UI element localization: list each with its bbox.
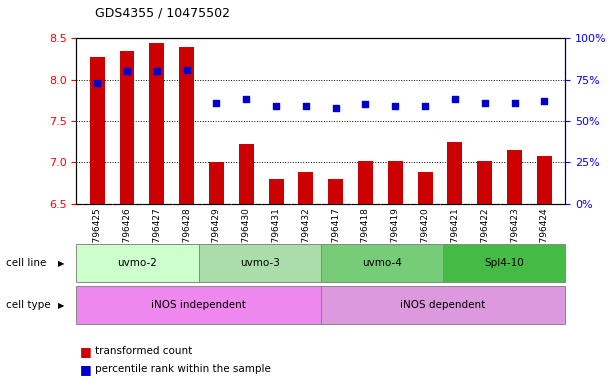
Bar xyxy=(358,161,373,204)
Bar xyxy=(477,161,492,204)
Text: GSM796428: GSM796428 xyxy=(182,207,191,262)
Bar xyxy=(507,150,522,204)
Point xyxy=(540,98,549,104)
Text: GSM796421: GSM796421 xyxy=(450,207,459,262)
Text: GSM796429: GSM796429 xyxy=(212,207,221,262)
Text: GSM796419: GSM796419 xyxy=(391,207,400,262)
Point xyxy=(241,96,251,103)
Point xyxy=(181,67,191,73)
Bar xyxy=(120,51,134,204)
Text: uvmo-3: uvmo-3 xyxy=(240,258,280,268)
Text: ▶: ▶ xyxy=(58,258,64,268)
Text: GSM796422: GSM796422 xyxy=(480,207,489,262)
Text: GSM796425: GSM796425 xyxy=(93,207,102,262)
Bar xyxy=(239,144,254,204)
Point xyxy=(450,96,460,103)
Bar xyxy=(298,172,313,204)
Text: GSM796431: GSM796431 xyxy=(271,207,280,262)
Bar xyxy=(537,156,552,204)
Text: uvmo-4: uvmo-4 xyxy=(362,258,402,268)
Text: ■: ■ xyxy=(79,345,91,358)
Text: ▶: ▶ xyxy=(58,301,64,310)
Point xyxy=(360,101,370,108)
Text: GSM796430: GSM796430 xyxy=(242,207,251,262)
Point xyxy=(510,100,519,106)
Point xyxy=(331,105,340,111)
Point xyxy=(271,103,281,109)
Text: percentile rank within the sample: percentile rank within the sample xyxy=(95,364,271,374)
Bar xyxy=(388,161,403,204)
Text: transformed count: transformed count xyxy=(95,346,192,356)
Text: GDS4355 / 10475502: GDS4355 / 10475502 xyxy=(95,6,230,19)
Bar xyxy=(90,57,104,204)
Text: ■: ■ xyxy=(79,363,91,376)
Text: iNOS independent: iNOS independent xyxy=(151,300,246,310)
Bar xyxy=(418,172,433,204)
Text: cell line: cell line xyxy=(6,258,46,268)
Point xyxy=(480,100,489,106)
Point xyxy=(92,80,102,86)
Bar xyxy=(179,48,194,204)
Bar xyxy=(150,43,164,204)
Bar xyxy=(209,162,224,204)
Point xyxy=(420,103,430,109)
Point xyxy=(390,103,400,109)
Text: iNOS dependent: iNOS dependent xyxy=(400,300,486,310)
Text: GSM796420: GSM796420 xyxy=(420,207,430,262)
Text: GSM796426: GSM796426 xyxy=(123,207,131,262)
Bar xyxy=(447,142,463,204)
Bar xyxy=(328,179,343,204)
Point xyxy=(152,68,162,74)
Point xyxy=(122,68,132,74)
Bar xyxy=(269,179,284,204)
Text: GSM796432: GSM796432 xyxy=(301,207,310,262)
Text: cell type: cell type xyxy=(6,300,51,310)
Text: uvmo-2: uvmo-2 xyxy=(117,258,158,268)
Point xyxy=(211,100,221,106)
Text: GSM796418: GSM796418 xyxy=(361,207,370,262)
Text: GSM796427: GSM796427 xyxy=(152,207,161,262)
Point xyxy=(301,103,311,109)
Text: Spl4-10: Spl4-10 xyxy=(484,258,524,268)
Text: GSM796423: GSM796423 xyxy=(510,207,519,262)
Text: GSM796417: GSM796417 xyxy=(331,207,340,262)
Text: GSM796424: GSM796424 xyxy=(540,207,549,262)
